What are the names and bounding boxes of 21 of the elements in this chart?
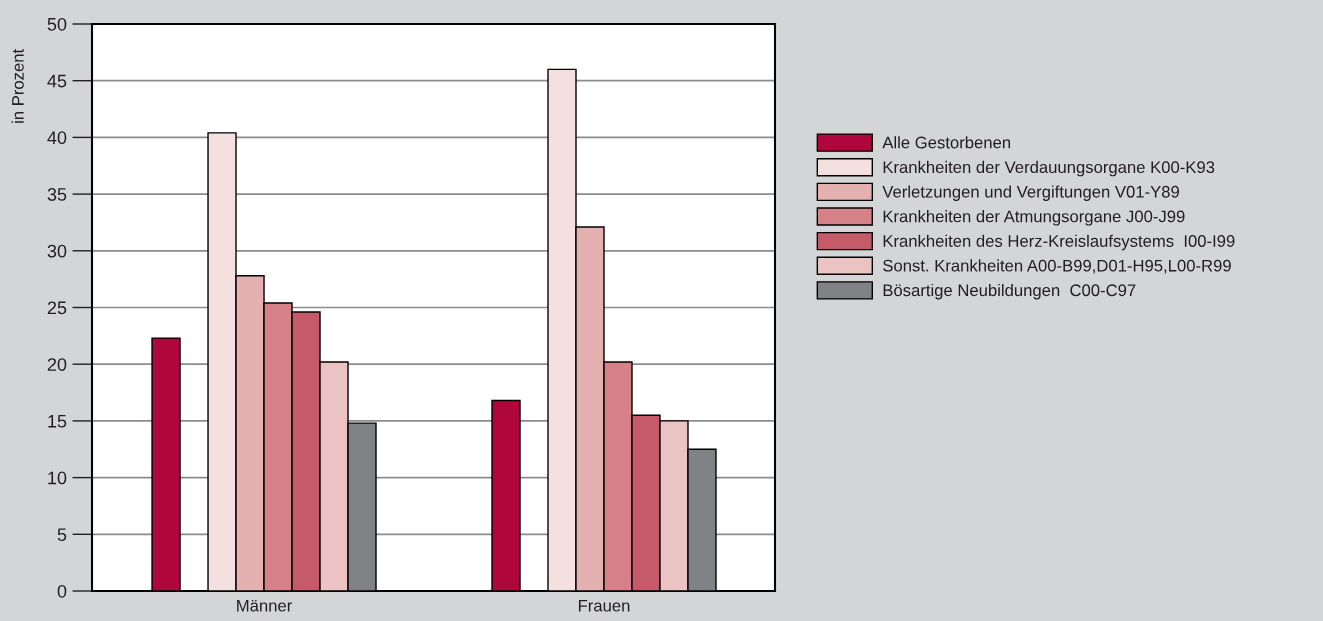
- y-tick-label: 30: [47, 244, 67, 258]
- y-tick-label: 50: [47, 17, 67, 31]
- y-tick-label: 40: [47, 131, 67, 145]
- y-tick-label: 35: [47, 188, 67, 201]
- y-tick-label: 20: [47, 358, 67, 371]
- legend-label: Verletzungen und Vergiftungen V01-Y89: [882, 185, 1179, 201]
- legend-label: Krankheiten der Verdauungsorgane K00-K93: [883, 160, 1215, 177]
- y-tick-label: 15: [48, 415, 67, 428]
- x-tick-label: Frauen: [578, 599, 630, 612]
- y-tick-label: 0: [57, 584, 67, 598]
- legend-label: Sonst. Krankheiten A00-B99,D01-H95,L00-R99: [883, 259, 1231, 274]
- x-tick-label: Männer: [237, 599, 293, 612]
- legend-label: Krankheiten der Atmungsorgane J00-J99: [883, 210, 1185, 226]
- legend-label: Bösartige Neubildungen C00-C97: [883, 283, 1136, 300]
- y-axis-title: in Prozent: [11, 48, 24, 123]
- legend-label: Krankheiten des Herz-Kreislaufsystems I00-I99: [883, 234, 1235, 251]
- y-tick-label: 10: [48, 471, 67, 485]
- y-tick-label: 45: [47, 74, 67, 88]
- legend-label: Alle Gestorbenen: [882, 136, 1011, 149]
- y-tick-label: 25: [47, 301, 67, 315]
- y-tick-label: 5: [57, 528, 67, 542]
